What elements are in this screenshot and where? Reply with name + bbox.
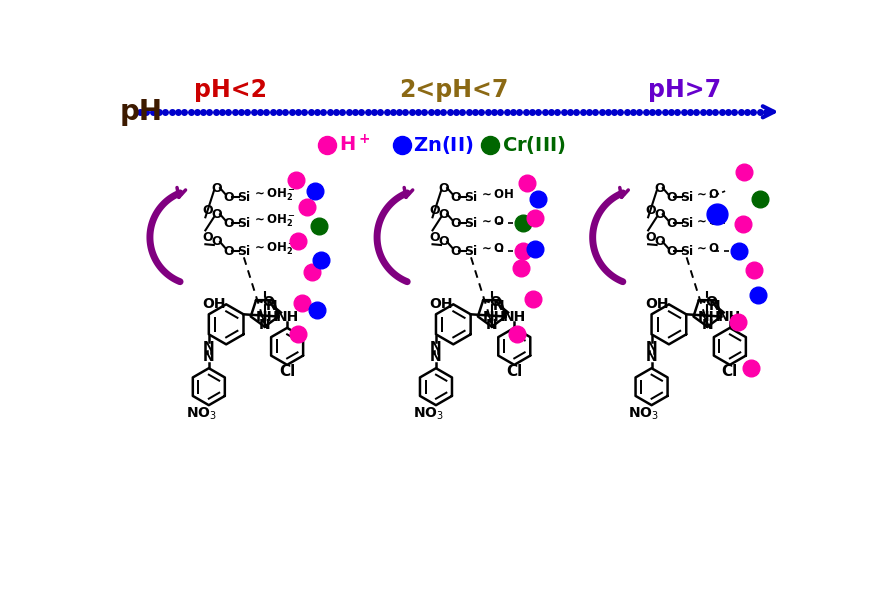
Text: O: O: [439, 236, 449, 248]
Text: Si: Si: [237, 191, 251, 204]
Text: Si: Si: [237, 217, 251, 230]
Text: Si: Si: [464, 217, 478, 230]
Text: $\mathbf{\sim O}$: $\mathbf{\sim O}$: [478, 215, 504, 228]
Text: $\mathbf{H^+}$: $\mathbf{H^+}$: [338, 135, 369, 155]
Text: NO$_3$: NO$_3$: [628, 405, 659, 422]
Text: $\mathbf{\sim O}$: $\mathbf{\sim O}$: [478, 242, 504, 255]
Text: O: O: [212, 208, 222, 221]
Text: $\mathbf{\sim O}$: $\mathbf{\sim O}$: [695, 188, 720, 202]
Text: N: N: [266, 300, 277, 313]
Text: $\mathbf{Zn(II)}$: $\mathbf{Zn(II)}$: [413, 134, 474, 156]
Text: Si: Si: [464, 191, 478, 204]
Text: $\mathbf{\sim OH_2^-}$: $\mathbf{\sim OH_2^-}$: [252, 187, 296, 203]
Text: O: O: [450, 191, 461, 204]
Text: NH: NH: [719, 310, 742, 324]
Text: O: O: [705, 295, 717, 309]
Text: O: O: [655, 182, 665, 194]
Text: O: O: [666, 217, 677, 230]
Text: Si: Si: [237, 245, 251, 258]
Text: O: O: [262, 295, 274, 309]
Text: O: O: [655, 236, 665, 248]
Text: NH: NH: [502, 310, 526, 324]
Text: OH: OH: [430, 297, 453, 312]
Text: O: O: [645, 204, 656, 217]
Text: $\mathbf{Cr(III)}$: $\mathbf{Cr(III)}$: [501, 134, 565, 156]
Text: pH>7: pH>7: [648, 78, 721, 102]
Text: $\mathbf{\sim OH_2^-}$: $\mathbf{\sim OH_2^-}$: [252, 240, 296, 257]
Text: O: O: [439, 208, 449, 221]
Text: N: N: [203, 350, 214, 364]
Text: O: O: [430, 204, 440, 217]
Text: $\mathbf{\sim OH}$: $\mathbf{\sim OH}$: [478, 188, 514, 202]
Text: N: N: [431, 340, 442, 353]
Text: O: O: [450, 217, 461, 230]
Text: Cl: Cl: [722, 364, 738, 379]
Text: O: O: [450, 245, 461, 258]
Text: O: O: [202, 204, 213, 217]
Text: N: N: [646, 350, 657, 364]
Text: NO$_3$: NO$_3$: [186, 405, 216, 422]
Text: O: O: [430, 231, 440, 244]
Text: Si: Si: [680, 245, 693, 258]
Text: 2<pH<7: 2<pH<7: [400, 78, 509, 102]
Text: Si: Si: [464, 245, 478, 258]
Text: NH: NH: [276, 310, 299, 324]
Text: Cl: Cl: [506, 364, 523, 379]
Text: Si: Si: [680, 191, 693, 204]
Text: $\mathbf{\sim O}$: $\mathbf{\sim O}$: [695, 215, 720, 228]
Text: NH: NH: [483, 310, 506, 324]
Text: OH: OH: [645, 297, 669, 312]
Text: N: N: [486, 318, 498, 332]
Text: $\mathbf{\sim OH_2^-}$: $\mathbf{\sim OH_2^-}$: [252, 213, 296, 230]
Text: O: O: [439, 182, 449, 194]
Text: N: N: [646, 340, 657, 353]
Text: $\mathbf{\sim O}$: $\mathbf{\sim O}$: [695, 242, 720, 255]
Text: O: O: [212, 182, 222, 194]
Text: pH: pH: [119, 98, 162, 126]
Text: Si: Si: [680, 217, 693, 230]
Text: O: O: [212, 236, 222, 248]
Text: Cl: Cl: [279, 364, 295, 379]
Text: O: O: [666, 245, 677, 258]
Text: NH: NH: [255, 310, 278, 324]
Text: N: N: [259, 318, 270, 332]
Text: O: O: [489, 295, 501, 309]
Text: O: O: [223, 217, 234, 230]
Text: O: O: [666, 191, 677, 204]
Text: N: N: [709, 300, 720, 313]
Text: N: N: [702, 318, 713, 332]
Text: NH: NH: [698, 310, 721, 324]
Text: N: N: [493, 300, 505, 313]
Text: O: O: [223, 245, 234, 258]
Text: O: O: [655, 208, 665, 221]
Text: NO$_3$: NO$_3$: [413, 405, 444, 422]
Text: O: O: [223, 191, 234, 204]
Text: N: N: [203, 340, 214, 353]
Text: O: O: [202, 231, 213, 244]
Text: OH: OH: [202, 297, 226, 312]
Text: O: O: [645, 231, 656, 244]
Text: pH<2: pH<2: [193, 78, 267, 102]
Text: N: N: [431, 350, 442, 364]
